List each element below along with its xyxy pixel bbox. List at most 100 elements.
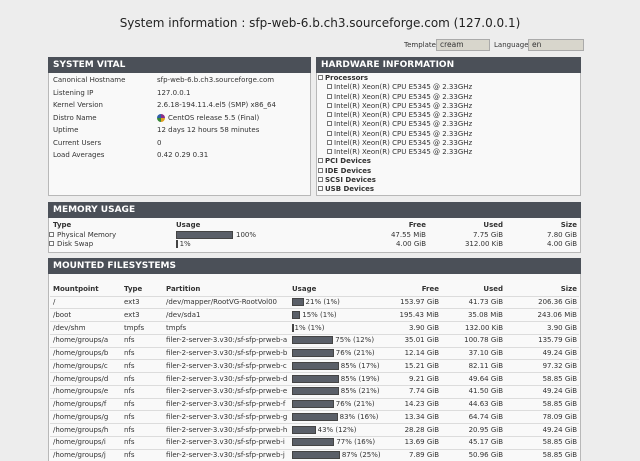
fs-used: 49.64 GiB (468, 374, 503, 383)
vital-value: 0 (157, 138, 162, 147)
vital-label: Canonical Hostname (53, 76, 126, 84)
fs-free: 35.01 GiB (404, 336, 439, 345)
column-header: Usage (176, 221, 201, 229)
column-header: Free (421, 285, 439, 293)
fs-used: 82.11 GiB (468, 361, 503, 370)
memory-used: 312.00 KiB (464, 240, 503, 248)
fs-type: nfs (124, 425, 135, 434)
language-select[interactable]: en (528, 39, 584, 51)
hardware-panel (316, 57, 581, 196)
fs-free: 12.14 GiB (404, 349, 439, 357)
fs-free: 153.97 GiB (400, 298, 439, 306)
expand-icon (327, 102, 332, 108)
vital-value: sfp-web-6.b.ch3.sourceforge.com (157, 76, 275, 84)
panel-title: HARDWARE INFORMATION (321, 60, 455, 70)
fs-used: 100.78 GiB (464, 336, 503, 345)
fs-type: nfs (124, 336, 135, 345)
row-separator (50, 397, 579, 399)
column-header: Free (408, 221, 426, 229)
usage-bar (292, 425, 316, 434)
fs-size: 3.90 GiB (547, 323, 577, 332)
partition: filer-2-server-3.v30:/sf-sfp-prweb-c (166, 361, 287, 370)
vital-label: Distro Name (53, 113, 97, 122)
fs-size: 58.85 GiB (542, 400, 577, 408)
expand-icon (318, 167, 323, 173)
fs-type: nfs (124, 387, 135, 396)
fs-used: 41.73 GiB (468, 298, 503, 306)
fs-free: 14.23 GiB (404, 400, 439, 408)
expand-icon (318, 186, 323, 191)
partition: filer-2-server-3.v30:/sf-sfp-prweb-f (166, 400, 286, 408)
fs-used: 41.50 GiB (468, 387, 503, 396)
fs-type: nfs (124, 451, 135, 459)
mountpoint: /boot (53, 310, 72, 319)
fs-free: 13.69 GiB (404, 438, 439, 447)
fs-size: 206.36 GiB (538, 298, 577, 306)
fs-size: 58.85 GiB (542, 438, 577, 447)
row-separator (50, 308, 579, 310)
partition: filer-2-server-3.v30:/sf-sfp-prweb-e (166, 387, 288, 396)
fs-type: nfs (124, 412, 135, 421)
fs-type: ext3 (124, 310, 140, 319)
fs-type: nfs (124, 400, 135, 408)
usage-label: 87% (25%) (341, 451, 381, 459)
fs-type: nfs (124, 349, 135, 357)
cpu-item: Intel(R) Xeon(R) CPU E5345 @ 2.33GHz (334, 129, 473, 138)
vital-label: Kernel Version (53, 101, 103, 109)
vital-label: Listening IP (53, 88, 94, 97)
mountpoint: /home/groups/e (53, 387, 109, 396)
row-separator (50, 295, 579, 297)
usage-label: 85% (19%) (340, 374, 380, 383)
fs-size: 78.09 GiB (542, 412, 577, 421)
memory-type: Physical Memory (57, 231, 117, 239)
cpu-item: Intel(R) Xeon(R) CPU E5345 @ 2.33GHz (334, 101, 473, 110)
expand-icon (327, 139, 332, 145)
page-title: System information : sfp-web-6.b.ch3.sou… (119, 16, 521, 30)
panel-header (48, 202, 581, 218)
partition: /dev/mapper/RootVG-RootVol00 (166, 298, 277, 306)
mountpoint: /home/groups/d (53, 374, 109, 383)
fs-free: 13.34 GiB (404, 412, 439, 421)
usage-label: 76% (21%) (335, 349, 375, 357)
fs-size: 58.85 GiB (542, 451, 577, 459)
fs-free: 15.21 GiB (404, 361, 439, 370)
column-header: Type (53, 221, 72, 229)
fs-type: nfs (124, 361, 135, 370)
panel-title: SYSTEM VITAL (53, 60, 126, 70)
column-header: Partition (166, 285, 201, 293)
memory-free: 4.00 GiB (396, 240, 426, 248)
memory-size: 4.00 GiB (547, 240, 577, 248)
column-header: Used (483, 285, 503, 293)
usage-bar (292, 298, 304, 306)
usage-bar (292, 412, 338, 421)
expand-icon (318, 176, 323, 182)
cpu-item: Intel(R) Xeon(R) CPU E5345 @ 2.33GHz (334, 138, 473, 147)
fs-type: nfs (124, 374, 135, 383)
vital-value: 0.42 0.29 0.31 (157, 151, 209, 159)
mountpoint: /home/groups/b (53, 349, 109, 357)
distro-icon (157, 113, 165, 122)
mountpoint: /home/groups/i (53, 438, 106, 447)
row-separator (50, 384, 579, 386)
fs-free: 3.90 GiB (409, 323, 439, 332)
usage-label: 1% (179, 240, 191, 248)
row-separator (50, 321, 579, 322)
partition: filer-2-server-3.v30:/sf-sfp-prweb-d (166, 374, 288, 383)
usage-bar (292, 336, 334, 345)
expand-icon (327, 112, 332, 117)
cpu-item: Intel(R) Xeon(R) CPU E5345 @ 2.33GHz (334, 120, 473, 129)
language-label: Language (494, 41, 529, 49)
usage-label: 75% (12%) (335, 336, 375, 345)
usage-bar (176, 231, 233, 239)
template-select[interactable]: cream (436, 39, 490, 51)
vital-label: Load Averages (53, 151, 105, 159)
fs-size: 49.24 GiB (542, 387, 577, 396)
row-separator (50, 410, 579, 412)
row-separator (50, 346, 579, 348)
memory-type: Disk Swap (57, 240, 94, 248)
tree-node: Processors (325, 74, 369, 82)
usage-bar (292, 310, 301, 319)
mountpoint: /home/groups/g (53, 412, 109, 421)
mountpoint: /home/groups/c (53, 361, 108, 370)
usage-label: 43% (12%) (317, 425, 357, 434)
